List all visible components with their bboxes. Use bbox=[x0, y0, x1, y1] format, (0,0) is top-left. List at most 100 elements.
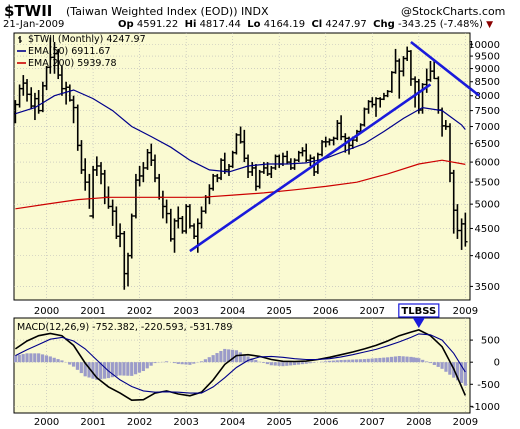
ohlc-bar bbox=[187, 204, 193, 229]
histogram-bar bbox=[409, 356, 413, 363]
signal-line bbox=[15, 333, 466, 394]
histogram-bar bbox=[203, 359, 207, 363]
macd-y-tick-label: 500 bbox=[481, 336, 500, 347]
price-y-tick-label: 9000 bbox=[475, 64, 500, 75]
ema200-line bbox=[15, 159, 466, 210]
histogram-bar bbox=[176, 362, 180, 364]
histogram-bar bbox=[417, 358, 421, 363]
histogram-bar bbox=[393, 356, 397, 363]
histogram-bar bbox=[424, 361, 429, 363]
histogram-bar bbox=[71, 362, 76, 367]
high-label: Hi bbox=[184, 19, 197, 30]
histogram-bar bbox=[269, 362, 273, 366]
histogram-bar bbox=[242, 354, 246, 363]
price-y-tick-label: 4000 bbox=[475, 251, 500, 262]
histogram-bar bbox=[180, 362, 184, 365]
histogram-bar bbox=[215, 353, 219, 363]
watermark: @StockCharts.com bbox=[401, 5, 506, 18]
ohlc-bar bbox=[94, 156, 100, 176]
low-label: Lo bbox=[247, 19, 261, 30]
histogram-bar bbox=[33, 353, 37, 363]
histogram-bar bbox=[273, 362, 277, 366]
price-y-tick-label: 10000 bbox=[468, 40, 500, 51]
histogram-bar bbox=[14, 355, 17, 363]
resistance-trendline bbox=[410, 40, 470, 91]
change-label: Chg bbox=[373, 19, 395, 30]
price-y-tick-label: 7000 bbox=[475, 122, 500, 133]
histogram-bar bbox=[397, 356, 401, 363]
resistance-trendline-extension bbox=[469, 87, 481, 97]
high-value: 4817.44 bbox=[199, 19, 241, 30]
legend-entry: EMA(200) 5939.78 bbox=[28, 58, 117, 69]
histogram-bar bbox=[48, 356, 52, 363]
macd-x-tick-label: 2008 bbox=[406, 417, 431, 428]
histogram-bar bbox=[60, 360, 64, 363]
histogram-bar bbox=[192, 362, 196, 364]
histogram-bar bbox=[68, 362, 72, 365]
histogram-bar bbox=[79, 362, 83, 374]
histogram-bar bbox=[308, 362, 312, 364]
histogram-bar bbox=[219, 350, 223, 363]
histogram-bar bbox=[99, 362, 103, 380]
ohlc-bar bbox=[420, 83, 425, 114]
ohlc-bar bbox=[455, 204, 460, 239]
ohlc-bar bbox=[431, 60, 437, 80]
histogram-bar bbox=[207, 357, 211, 363]
histogram-bar bbox=[444, 362, 448, 372]
histogram-bar bbox=[281, 362, 285, 367]
histogram-bar bbox=[184, 362, 188, 365]
ohlc-bar bbox=[385, 90, 390, 98]
histogram-bar bbox=[21, 354, 25, 363]
histogram-bar bbox=[95, 362, 99, 380]
histogram-bar bbox=[254, 359, 258, 363]
symbol-title: $TWII bbox=[4, 2, 53, 20]
histogram-bar bbox=[25, 353, 29, 363]
histogram-bar bbox=[358, 359, 363, 363]
open-value: 4591.22 bbox=[136, 19, 179, 30]
price-x-tick-label: 2002 bbox=[127, 306, 152, 317]
histogram-bar bbox=[250, 358, 254, 363]
histogram-bar bbox=[265, 362, 270, 365]
histogram-bar bbox=[102, 362, 107, 379]
histogram-bar bbox=[52, 357, 56, 363]
histogram-bar bbox=[324, 361, 328, 363]
histogram-bar bbox=[44, 355, 49, 363]
ohlc-bar bbox=[257, 169, 262, 189]
ohlc-bar bbox=[24, 79, 30, 102]
macd-y-tick-label: -500 bbox=[477, 380, 500, 391]
histogram-bar bbox=[335, 360, 339, 363]
histogram-bar bbox=[300, 362, 304, 365]
price-y-tick-label: 6500 bbox=[475, 139, 500, 150]
histogram-bar bbox=[389, 356, 394, 363]
histogram-bar bbox=[459, 362, 464, 384]
price-y-tick-label: 7500 bbox=[475, 106, 500, 117]
histogram-bar bbox=[149, 362, 153, 366]
histogram-bar bbox=[405, 356, 409, 363]
exchange-label: INDX bbox=[241, 5, 269, 18]
price-x-tick-label: 2000 bbox=[34, 306, 59, 317]
price-y-tick-label: 8500 bbox=[475, 77, 500, 88]
ohlc-bar bbox=[373, 97, 379, 117]
ohlc-bar bbox=[82, 158, 88, 191]
price-y-tick-label: 6000 bbox=[475, 158, 500, 169]
annotation-box bbox=[398, 303, 440, 318]
close-label: Cl bbox=[311, 19, 323, 30]
histogram-bar bbox=[432, 362, 436, 365]
histogram-bar bbox=[355, 359, 359, 363]
macd-x-tick-label: 2002 bbox=[127, 417, 152, 428]
ohlc-bar bbox=[362, 107, 367, 127]
legend-entry: EMA(50) 6911.67 bbox=[28, 46, 111, 57]
ohlc-bar bbox=[210, 173, 216, 191]
histogram-bar bbox=[130, 362, 134, 376]
ema50-line bbox=[15, 89, 466, 173]
histogram-bar bbox=[83, 362, 87, 377]
macd-x-tick-label: 2007 bbox=[360, 417, 385, 428]
price-plot-area bbox=[13, 32, 471, 301]
legend-entry: $TWII (Monthly) 4247.97 bbox=[28, 34, 146, 45]
ohlc-bar bbox=[304, 143, 309, 163]
ohlc-bar bbox=[152, 154, 158, 183]
histogram-bar bbox=[347, 359, 351, 363]
ohlc-bar bbox=[222, 152, 227, 174]
histogram-bar bbox=[227, 349, 231, 363]
